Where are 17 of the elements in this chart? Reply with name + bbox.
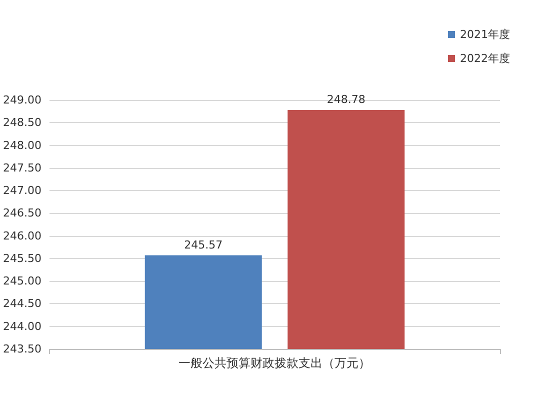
y-tick-label: 249.00	[2, 94, 42, 106]
y-tick-label: 244.00	[2, 320, 42, 333]
y-tick-label: 245.00	[2, 274, 42, 288]
y-tick-label: 246.50	[2, 206, 42, 220]
x-tick-label: 一般公共预算财政拨款支出（万元）	[178, 356, 371, 370]
y-tick-label: 243.50	[2, 342, 42, 356]
data-label: 245.57	[184, 238, 223, 252]
data-label: 248.78	[326, 92, 366, 106]
y-tick-label: 248.00	[2, 138, 42, 152]
y-tick-label: 246.00	[2, 229, 42, 242]
y-tick-label: 245.50	[2, 252, 42, 265]
y-tick-label: 247.50	[2, 161, 42, 174]
y-tick-label: 244.50	[2, 297, 42, 310]
y-tick-label: 248.50	[2, 116, 42, 130]
y-tick-label: 247.00	[2, 184, 42, 198]
legend-label: 2022年度	[460, 52, 510, 65]
legend-label: 2021年度	[460, 28, 510, 41]
